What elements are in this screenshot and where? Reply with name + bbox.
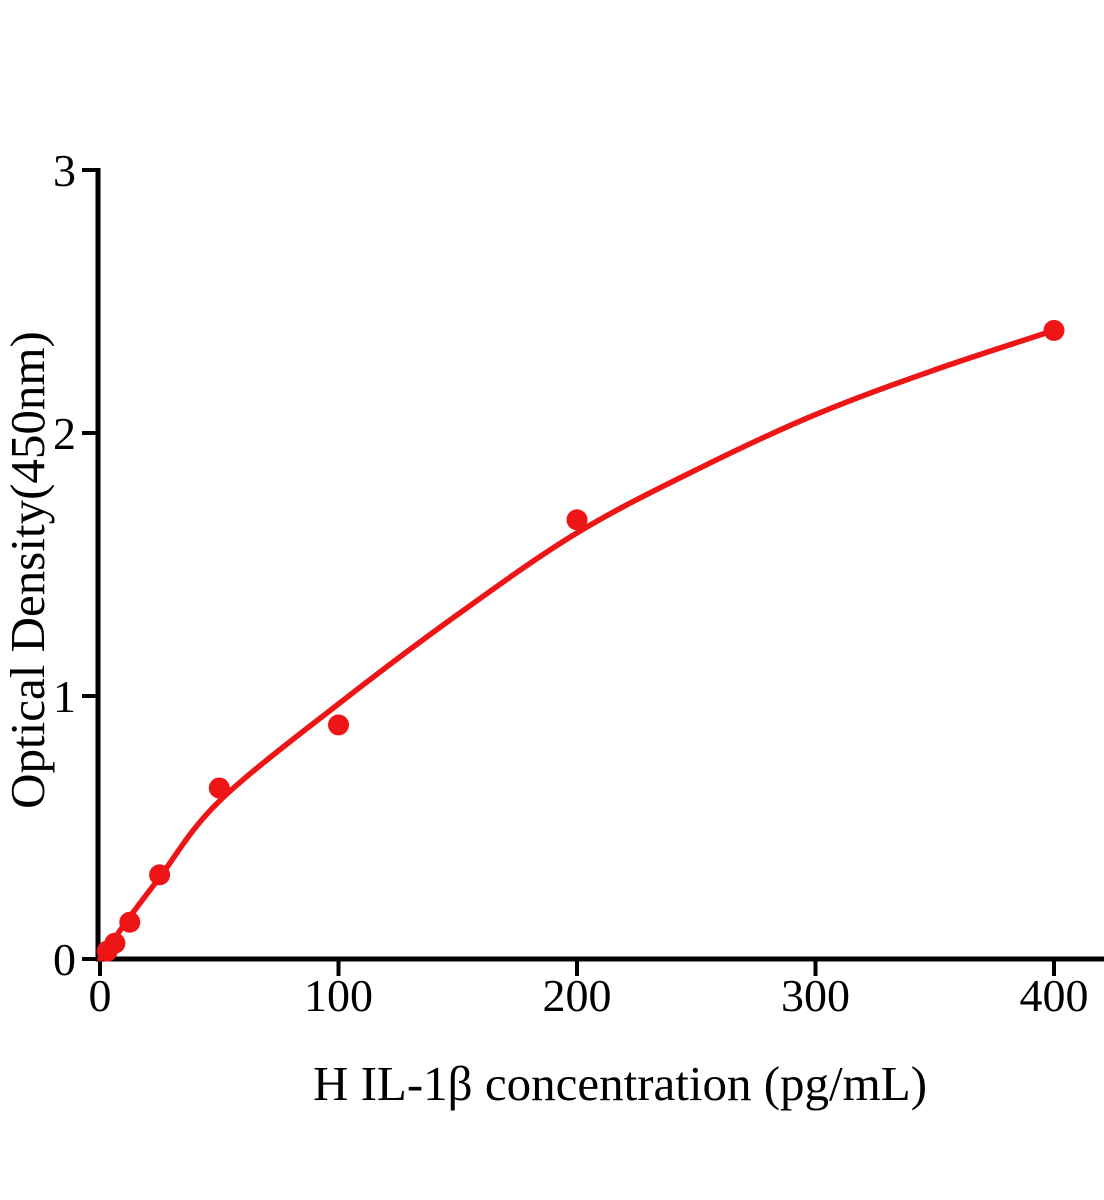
x-tick-label: 300 — [781, 970, 850, 1021]
x-tick-label: 100 — [304, 970, 373, 1021]
y-axis-title: Optical Density(450nm) — [0, 331, 55, 809]
data-point — [1043, 319, 1065, 341]
data-point — [328, 714, 349, 736]
axes — [82, 168, 1104, 976]
x-tick-label: 400 — [1020, 970, 1089, 1021]
y-tick-label: 1 — [53, 671, 76, 722]
data-point — [119, 911, 141, 933]
x-tick-label: 0 — [89, 970, 112, 1021]
data-points — [96, 319, 1065, 962]
y-tick-label: 0 — [53, 934, 76, 985]
tick-labels: 0 100 200 300 400 0 1 2 3 — [53, 145, 1089, 1021]
data-point — [104, 932, 126, 954]
y-tick-label: 3 — [53, 145, 76, 196]
x-axis-title: H IL-1β concentration (pg/mL) — [313, 1056, 927, 1111]
x-tick-label: 200 — [543, 970, 612, 1021]
data-point — [208, 777, 230, 799]
data-point — [149, 864, 171, 886]
fit-curve-line — [97, 327, 1057, 962]
y-tick-label: 2 — [53, 408, 76, 459]
data-point — [566, 509, 588, 531]
